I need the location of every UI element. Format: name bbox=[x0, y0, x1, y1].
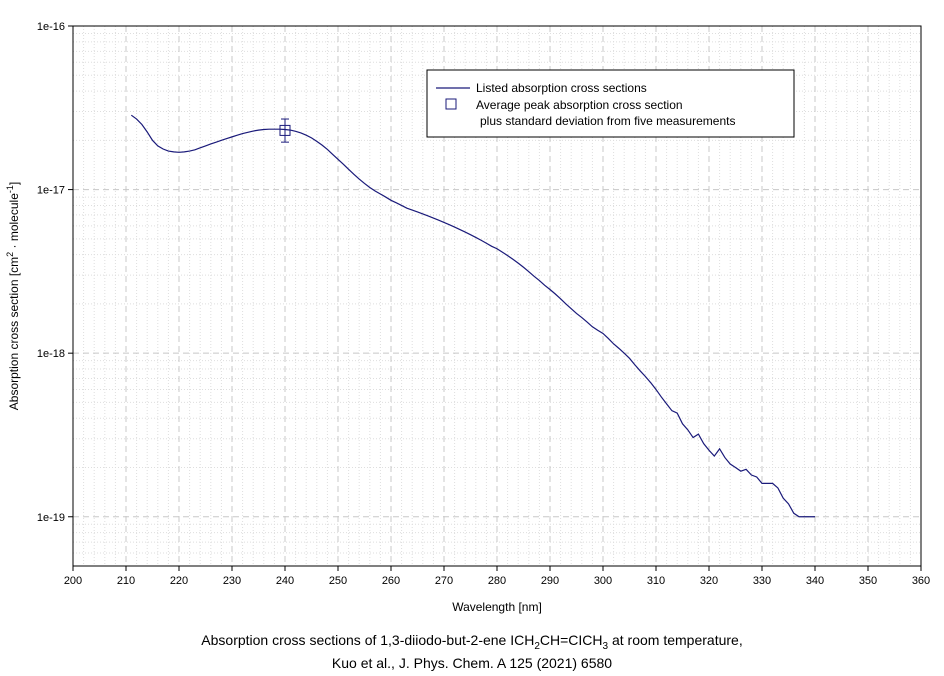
grid bbox=[73, 26, 921, 567]
legend-marker-label: Average peak absorption cross section bbox=[476, 98, 683, 112]
legend-marker-swatch bbox=[445, 98, 457, 110]
axis-ticks: 200 210 220 230 240 250 260 270 280 290 300 310 320 3… bbox=[37, 21, 930, 587]
figure-citation: Kuo et al., J. Phys. Chem. A 125 (2021) … bbox=[0, 653, 944, 673]
peak-marker bbox=[279, 124, 291, 136]
x-tick-label: 250 bbox=[329, 575, 347, 587]
legend-box bbox=[426, 69, 795, 138]
caption-line1-a: Absorption cross sections of 1,3-diiodo-… bbox=[201, 632, 535, 648]
x-tick-label: 330 bbox=[753, 575, 771, 587]
x-tick-label: 230 bbox=[223, 575, 241, 587]
figure-caption: Absorption cross sections of 1,3-diiodo-… bbox=[0, 630, 944, 657]
x-tick-label: 340 bbox=[806, 575, 824, 587]
caption-sub-1: 2 bbox=[534, 640, 540, 652]
peak-marker-group bbox=[279, 118, 291, 143]
x-tick-label: 280 bbox=[488, 575, 506, 587]
legend-line-label: Listed absorption cross sections bbox=[476, 81, 647, 95]
x-tick-label: 310 bbox=[647, 575, 665, 587]
x-tick-label: 240 bbox=[276, 575, 294, 587]
caption-line1-c: at room temperature, bbox=[608, 632, 743, 648]
y-tick-label: 1e-18 bbox=[37, 348, 65, 360]
x-axis-label: Wavelength [nm] bbox=[452, 600, 542, 614]
series-line bbox=[130, 114, 815, 518]
x-tick-label: 220 bbox=[170, 575, 188, 587]
caption-line2: Kuo et al., J. Phys. Chem. A 125 (2021) … bbox=[331, 655, 613, 671]
x-tick-label: 270 bbox=[435, 575, 453, 587]
x-tick-label: 210 bbox=[117, 575, 135, 587]
y-tick-label: 1e-16 bbox=[37, 21, 65, 33]
x-tick-label: 300 bbox=[594, 575, 612, 587]
legend-marker-label-2: plus standard deviation from five measur… bbox=[480, 114, 735, 128]
caption-sub-2: 3 bbox=[602, 640, 609, 652]
x-tick-label: 260 bbox=[382, 575, 400, 587]
x-tick-label: 200 bbox=[64, 575, 82, 587]
x-tick-label: 320 bbox=[700, 575, 718, 587]
x-tick-label: 350 bbox=[859, 575, 877, 587]
y-axis-label: Absorption cross section [cm2 · molecule… bbox=[5, 182, 21, 410]
y-tick-label: 1e-19 bbox=[37, 512, 65, 524]
x-tick-label: 290 bbox=[541, 575, 559, 587]
caption-line1-b: CH=CICH bbox=[539, 632, 603, 648]
y-tick-label: 1e-17 bbox=[37, 185, 65, 197]
legend: Listed absorption cross sections Average… bbox=[426, 69, 795, 138]
x-tick-label: 360 bbox=[912, 575, 930, 587]
